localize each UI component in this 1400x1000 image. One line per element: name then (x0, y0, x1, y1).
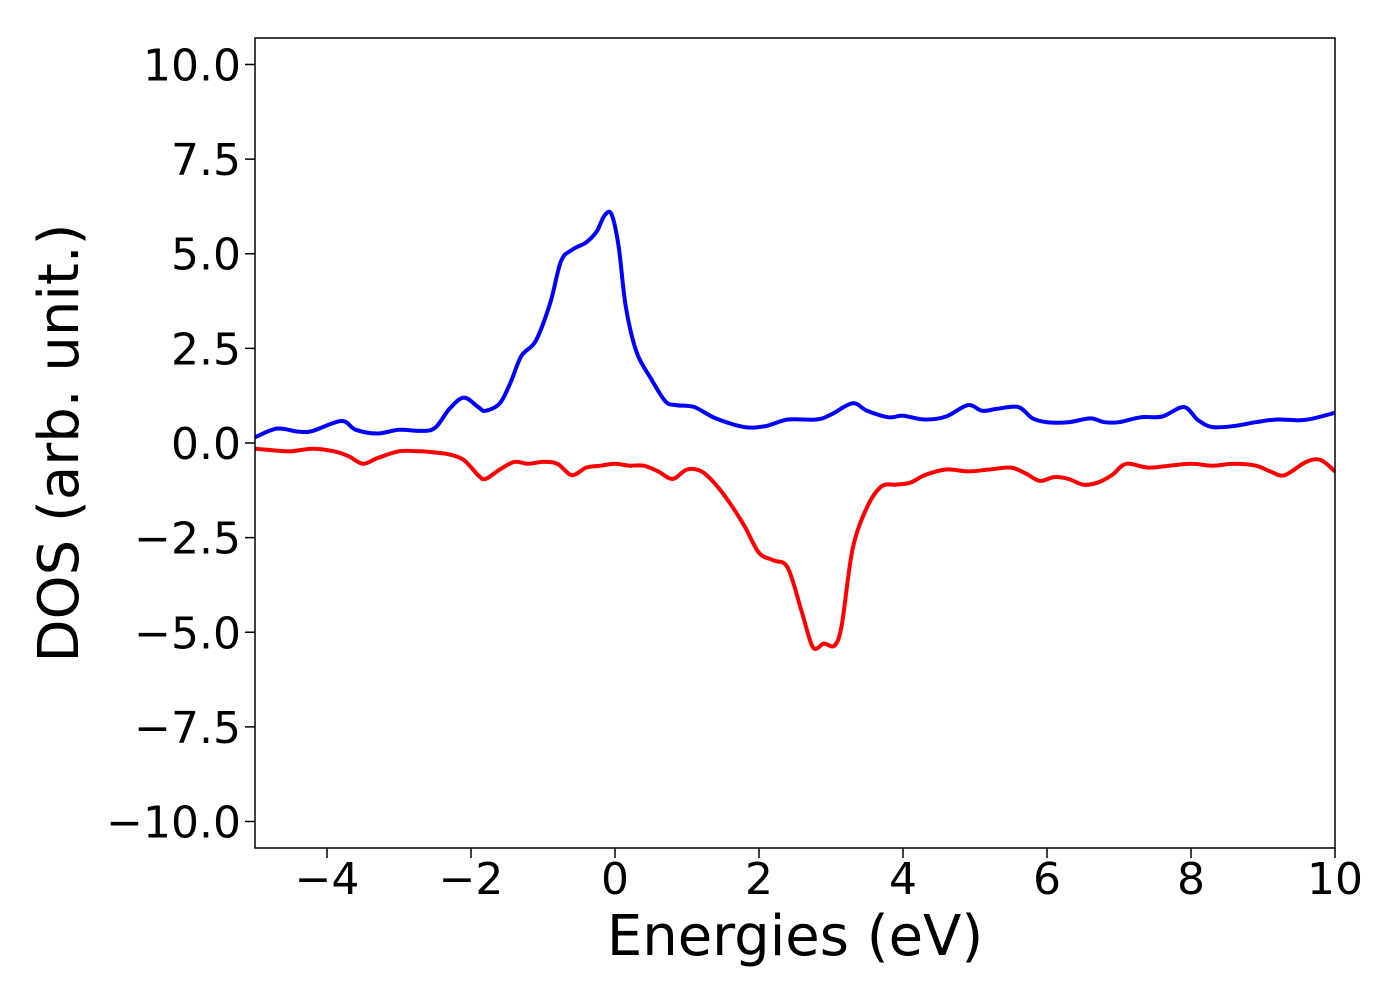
x-tick-label: 6 (1033, 854, 1061, 905)
y-tick-label: 0.0 (171, 419, 241, 470)
x-tick-label: 2 (745, 854, 773, 905)
x-tick-label: −4 (295, 854, 360, 905)
series-layer (254, 209, 1337, 651)
x-tick-label: 0 (601, 854, 629, 905)
plot-frame (254, 37, 1336, 849)
y-tick-label: −10.0 (106, 798, 241, 849)
x-axis-label: Energies (eV) (607, 904, 983, 969)
x-tick-label: 10 (1307, 854, 1363, 905)
y-tick-label: 7.5 (171, 135, 241, 186)
y-tick-label: 10.0 (143, 40, 241, 91)
x-tick-label: −2 (439, 854, 504, 905)
x-axis-ticks: −4 −2 0 2 4 6 8 10 (295, 848, 1363, 905)
y-tick-label: −2.5 (134, 514, 241, 565)
y-tick-label: −5.0 (134, 608, 241, 659)
series-line-1 (254, 446, 1337, 651)
y-axis-label: DOS (arb. unit.) (27, 223, 92, 662)
y-tick-label: 2.5 (171, 324, 241, 375)
x-tick-label: 8 (1177, 854, 1205, 905)
x-tick-label: 4 (889, 854, 917, 905)
y-tick-label: 5.0 (171, 230, 241, 281)
y-tick-label: −7.5 (134, 703, 241, 754)
y-axis-ticks: 10.0 7.5 5.0 2.5 0.0 −2.5 −5.0 −7.5 −10.0 (106, 40, 255, 849)
series-line-0 (254, 209, 1336, 440)
